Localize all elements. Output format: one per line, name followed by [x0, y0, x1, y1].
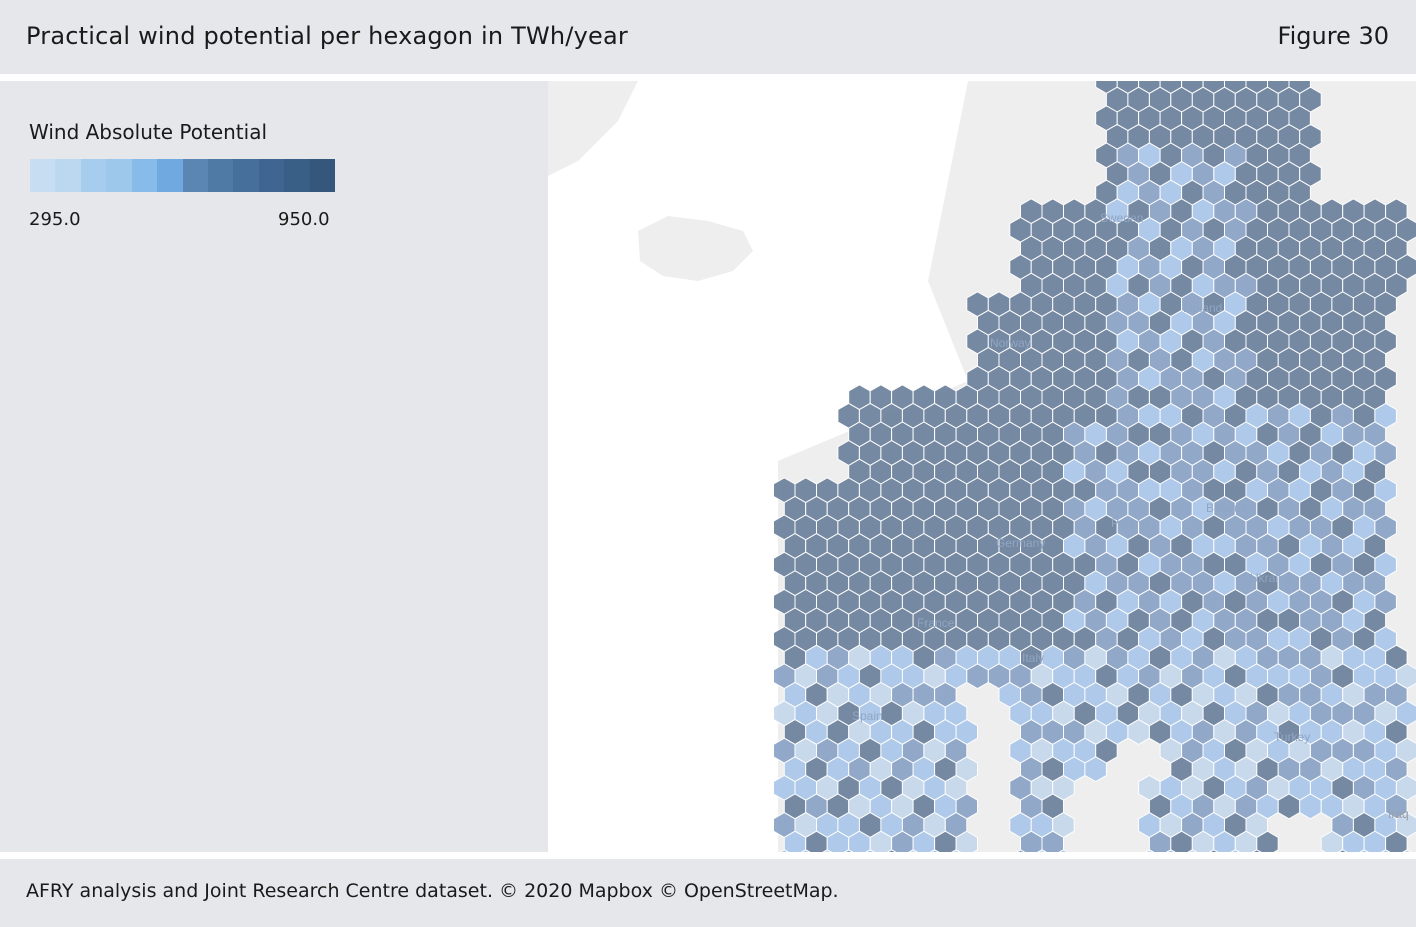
- map-hexagon: [843, 849, 854, 852]
- map-hexagon: [886, 849, 897, 852]
- country-label-spain: Spain: [852, 709, 883, 723]
- source-note: AFRY analysis and Joint Research Centre …: [26, 880, 839, 902]
- hexagon-map[interactable]: Sweden Finland Norway Poland Belarus Ger…: [548, 81, 1416, 852]
- map-hexagon: [1337, 849, 1348, 852]
- legend-swatch: [131, 159, 158, 192]
- country-label-belarus: Belarus: [1206, 501, 1247, 515]
- legend-swatch: [207, 159, 234, 192]
- figure-label: Figure 30: [1277, 22, 1389, 50]
- country-label-germany: Germany: [996, 536, 1045, 550]
- country-label-sweden: Sweden: [1100, 211, 1143, 225]
- country-label-france: France: [917, 616, 955, 630]
- map-hexagon: [779, 849, 790, 852]
- footer-bar: AFRY analysis and Joint Research Centre …: [0, 859, 1416, 927]
- legend-max-label: 950.0: [278, 209, 330, 230]
- map-hexagon: [929, 849, 940, 852]
- country-label-finland: Finland: [1183, 301, 1222, 315]
- header-bar: Practical wind potential per hexagon in …: [0, 0, 1416, 74]
- map-hexagon: [1037, 849, 1047, 852]
- page-title: Practical wind potential per hexagon in …: [26, 22, 628, 50]
- map-hexagon: [1230, 849, 1241, 852]
- country-label-iraq: Iraq: [1388, 807, 1409, 821]
- legend-swatch: [284, 159, 310, 192]
- legend-swatch: [80, 159, 107, 192]
- map-hexagon: [1209, 849, 1219, 852]
- map-hexagon: [951, 849, 961, 852]
- legend-panel: Wind Absolute Potential 295.0 950.0: [0, 81, 548, 852]
- legend-swatch: [309, 159, 336, 192]
- map-hexagon: [1144, 849, 1155, 852]
- country-label-poland: Poland: [1111, 516, 1148, 530]
- map-hexagon: [800, 849, 811, 852]
- country-label-norway: Norway: [990, 336, 1031, 350]
- map-hexagon: [1251, 849, 1262, 852]
- legend-title: Wind Absolute Potential: [29, 120, 268, 144]
- map-hexagon: [1166, 849, 1176, 852]
- map-hexagon: [1359, 849, 1369, 852]
- legend-swatch: [55, 159, 81, 192]
- map-hexagon: [1058, 849, 1069, 852]
- legend-swatch: [233, 159, 259, 192]
- map-hexagon: [1380, 849, 1391, 852]
- country-label-turkey: Turkey: [1274, 730, 1310, 744]
- map-canvas[interactable]: Sweden Finland Norway Poland Belarus Ger…: [548, 81, 1416, 852]
- country-label-ukraine: Ukraine: [1250, 571, 1292, 585]
- iceland-landmass: [638, 216, 753, 281]
- map-hexagon: [865, 849, 875, 852]
- hexagon-grid: [773, 81, 1416, 852]
- legend-swatch: [182, 159, 208, 192]
- legend-swatch: [258, 159, 285, 192]
- map-hexagon: [1015, 849, 1026, 852]
- map-hexagon: [908, 849, 918, 852]
- map-hexagon: [822, 849, 832, 852]
- legend-swatch: [30, 159, 56, 192]
- map-hexagon: [1084, 756, 1107, 783]
- country-labels: Sweden Finland Norway Poland Belarus Ger…: [852, 211, 1409, 821]
- color-scale-bar: [30, 159, 336, 192]
- map-hexagon: [1187, 849, 1198, 852]
- legend-min-label: 295.0: [29, 209, 81, 230]
- greenland-edge-landmass: [548, 81, 638, 176]
- legend-swatch: [106, 159, 132, 192]
- legend-swatch: [157, 159, 183, 192]
- country-label-italy: Italy: [1022, 651, 1044, 665]
- map-hexagon: [1402, 849, 1412, 852]
